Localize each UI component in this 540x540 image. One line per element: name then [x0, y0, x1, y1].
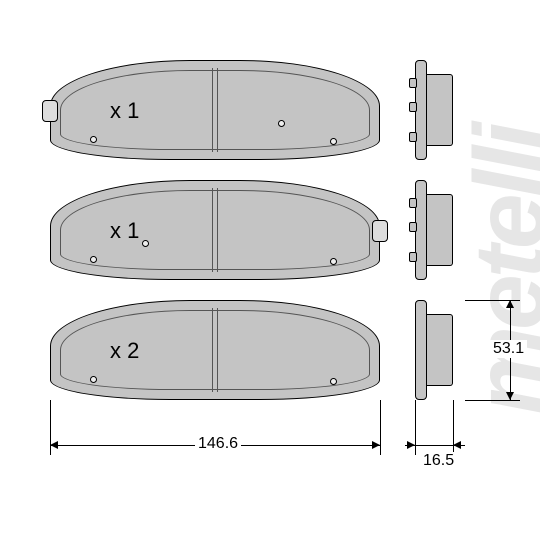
pads-column: x 1 x 1 x 2: [50, 60, 380, 420]
qty-label: x 1: [110, 218, 139, 244]
qty-label: x 1: [110, 98, 139, 124]
dimension-width-value: 146.6: [195, 435, 241, 453]
dimension-thickness-value: 16.5: [420, 452, 457, 470]
brake-pad-2: x 1: [50, 180, 380, 280]
brake-pad-1: x 1: [50, 60, 380, 160]
brake-pad-3: x 2: [50, 300, 380, 400]
profiles-column: [415, 60, 475, 420]
profile-1: [415, 60, 465, 160]
profile-3: [415, 300, 465, 400]
dimension-height-value: 53.1: [490, 340, 527, 358]
profile-2: [415, 180, 465, 280]
diagram-container: metelli x 1 x 1: [0, 0, 540, 540]
qty-label: x 2: [110, 338, 139, 364]
